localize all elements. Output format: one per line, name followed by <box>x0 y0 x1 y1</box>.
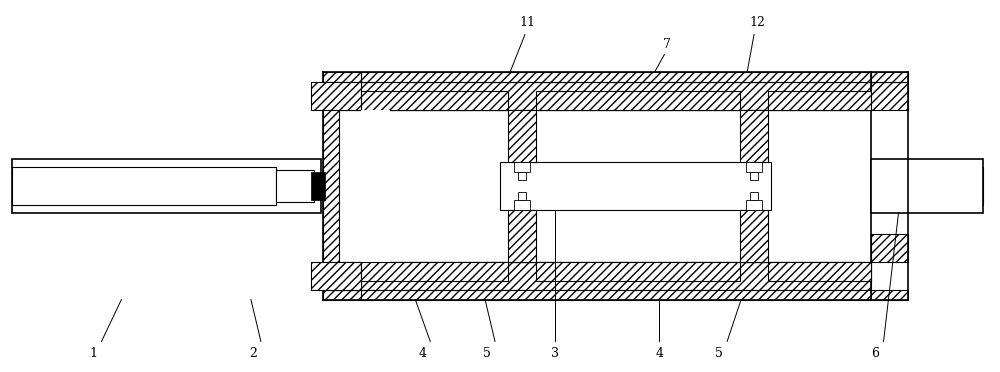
Bar <box>518 192 526 200</box>
Bar <box>361 262 871 290</box>
Bar <box>871 234 908 262</box>
Text: 12: 12 <box>749 16 765 29</box>
Bar <box>768 262 871 281</box>
Bar <box>750 172 758 180</box>
Bar <box>323 73 361 82</box>
Text: 5: 5 <box>483 347 491 360</box>
Bar <box>740 110 768 162</box>
Bar <box>323 82 361 110</box>
Text: 4: 4 <box>418 347 426 360</box>
Bar <box>740 210 768 262</box>
Bar <box>361 262 508 281</box>
Text: 11: 11 <box>520 16 536 29</box>
Bar <box>750 192 758 200</box>
Bar <box>311 172 325 200</box>
Bar <box>361 73 871 82</box>
Text: 6: 6 <box>872 347 880 360</box>
Bar <box>12 167 276 205</box>
Bar <box>361 91 508 110</box>
Bar <box>871 159 983 213</box>
Bar <box>323 82 339 290</box>
Bar <box>768 91 871 110</box>
Bar <box>323 290 361 299</box>
Bar <box>500 162 771 210</box>
Bar <box>871 82 908 110</box>
Bar <box>871 167 983 205</box>
Bar <box>746 200 762 210</box>
Bar <box>311 82 361 110</box>
Bar <box>12 159 321 213</box>
Text: 7: 7 <box>663 38 671 51</box>
Text: 2: 2 <box>249 347 257 360</box>
Bar <box>746 162 762 172</box>
Bar <box>514 200 530 210</box>
Text: 1: 1 <box>90 347 98 360</box>
Bar <box>361 290 871 299</box>
Text: 5: 5 <box>715 347 723 360</box>
Bar <box>508 110 536 162</box>
Bar <box>323 262 361 290</box>
Bar <box>871 290 908 299</box>
Bar <box>508 210 536 262</box>
Bar <box>361 110 871 262</box>
Bar <box>518 172 526 180</box>
Text: 3: 3 <box>551 347 559 360</box>
Bar <box>871 73 908 82</box>
Bar <box>514 162 530 172</box>
Bar <box>536 262 740 281</box>
Bar <box>536 91 740 110</box>
Bar <box>361 110 390 262</box>
Bar <box>361 82 871 110</box>
Text: 4: 4 <box>655 347 663 360</box>
Bar <box>311 262 361 290</box>
Bar <box>276 170 314 202</box>
